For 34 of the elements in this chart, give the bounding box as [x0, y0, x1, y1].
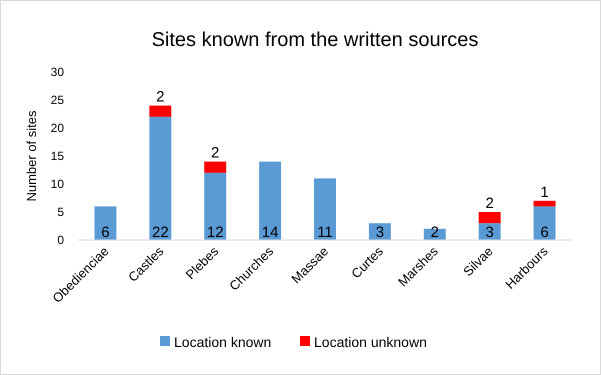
data-label: 2: [485, 195, 494, 212]
data-label: 2: [430, 224, 439, 241]
bar: [259, 162, 282, 240]
bar: [534, 206, 556, 240]
data-label: 6: [540, 224, 549, 241]
y-axis-title: Number of sites: [24, 110, 39, 202]
chart-title: Sites known from the written sources: [152, 29, 478, 51]
y-tick-label: 0: [57, 233, 64, 248]
data-label: 22: [152, 224, 169, 241]
y-tick-label: 20: [50, 121, 64, 136]
data-label: 3: [485, 224, 494, 241]
bar: [204, 172, 226, 240]
data-label: 12: [206, 224, 224, 241]
data-label: 3: [376, 224, 384, 241]
y-tick-label: 25: [50, 93, 64, 108]
bar: [314, 178, 336, 240]
bar: [534, 200, 556, 206]
data-label: 11: [317, 224, 333, 241]
legend-label: Location unknown: [314, 334, 427, 350]
bar: [204, 162, 226, 173]
data-label: 2: [211, 144, 220, 162]
data-label: 14: [262, 224, 278, 241]
bar: [149, 116, 172, 240]
data-label: 6: [101, 224, 110, 241]
y-tick-label: 10: [50, 177, 64, 192]
data-label: 2: [156, 88, 165, 106]
y-tick-label: 15: [50, 149, 64, 164]
y-tick-label: 5: [57, 205, 64, 220]
bar: [94, 206, 116, 240]
legend-label: Location known: [174, 334, 272, 350]
bar: [478, 212, 501, 224]
y-tick-label: 30: [50, 65, 64, 80]
data-label: 1: [540, 184, 549, 201]
bar: [149, 106, 172, 117]
